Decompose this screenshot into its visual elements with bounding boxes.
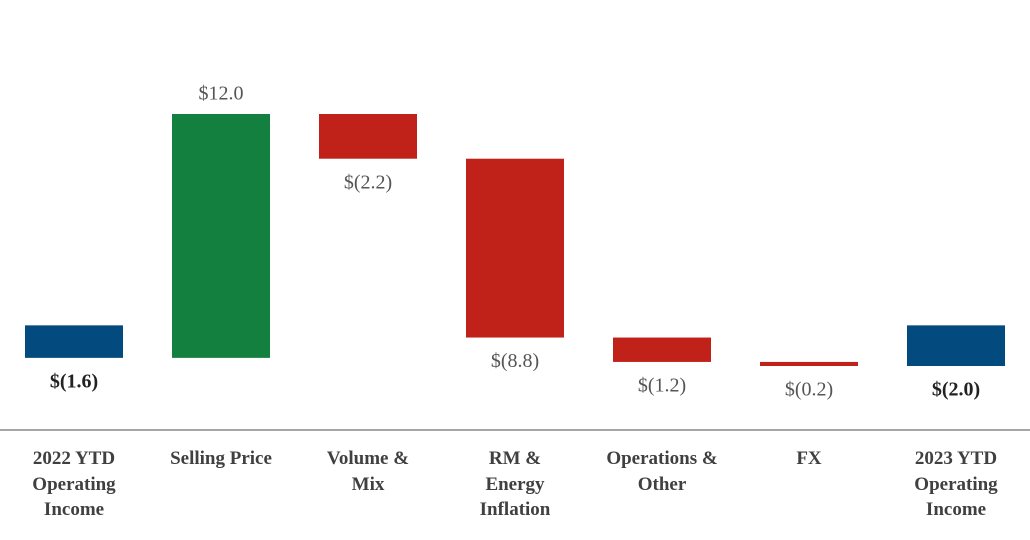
bar [760,361,858,366]
value-label: $(0.2) [785,379,833,401]
value-label: $(1.2) [638,375,686,397]
value-label: $(2.2) [344,171,392,193]
x-tick-label: Operations & Other [606,448,718,495]
x-tick-label: 2022 YTD Operating Income [32,448,116,520]
x-tick-label: Selling Price [170,448,272,469]
x-tick-label: RM & Energy Inflation [479,448,551,520]
x-tick-label: 2023 YTD Operating Income [914,448,998,520]
bar [172,114,270,358]
bar [466,158,564,338]
value-label: $(2.0) [932,379,980,401]
bar [319,114,417,159]
value-label: $(8.8) [491,350,539,372]
x-tick-label: FX [796,448,822,469]
x-tick-label: Volume & Mix [326,448,410,495]
bar [25,325,123,358]
value-label: $(1.6) [50,370,98,392]
value-label: $12.0 [199,83,244,105]
bar [907,325,1005,366]
bar [613,337,711,362]
